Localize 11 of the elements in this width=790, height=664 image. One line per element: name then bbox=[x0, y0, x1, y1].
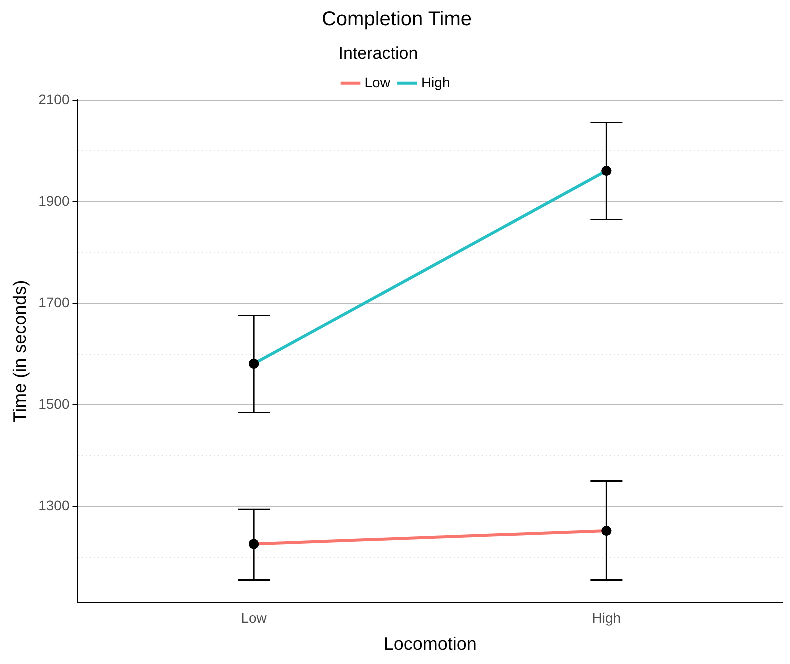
y-axis-title: Time (in seconds) bbox=[10, 280, 30, 423]
y-tick-label: 2100 bbox=[38, 91, 70, 108]
legend-title: Interaction bbox=[338, 44, 418, 64]
y-tick-label: 1700 bbox=[38, 294, 70, 310]
chart-title: Completion Time bbox=[322, 8, 472, 31]
y-tick-label: 1300 bbox=[38, 497, 70, 514]
legend-label: Low bbox=[364, 74, 392, 90]
y-tick-label: 1900 bbox=[38, 192, 70, 209]
legend-label: High bbox=[421, 74, 450, 90]
x-axis-title: Locomotion bbox=[384, 634, 477, 654]
y-tick-label: 1500 bbox=[38, 396, 70, 412]
